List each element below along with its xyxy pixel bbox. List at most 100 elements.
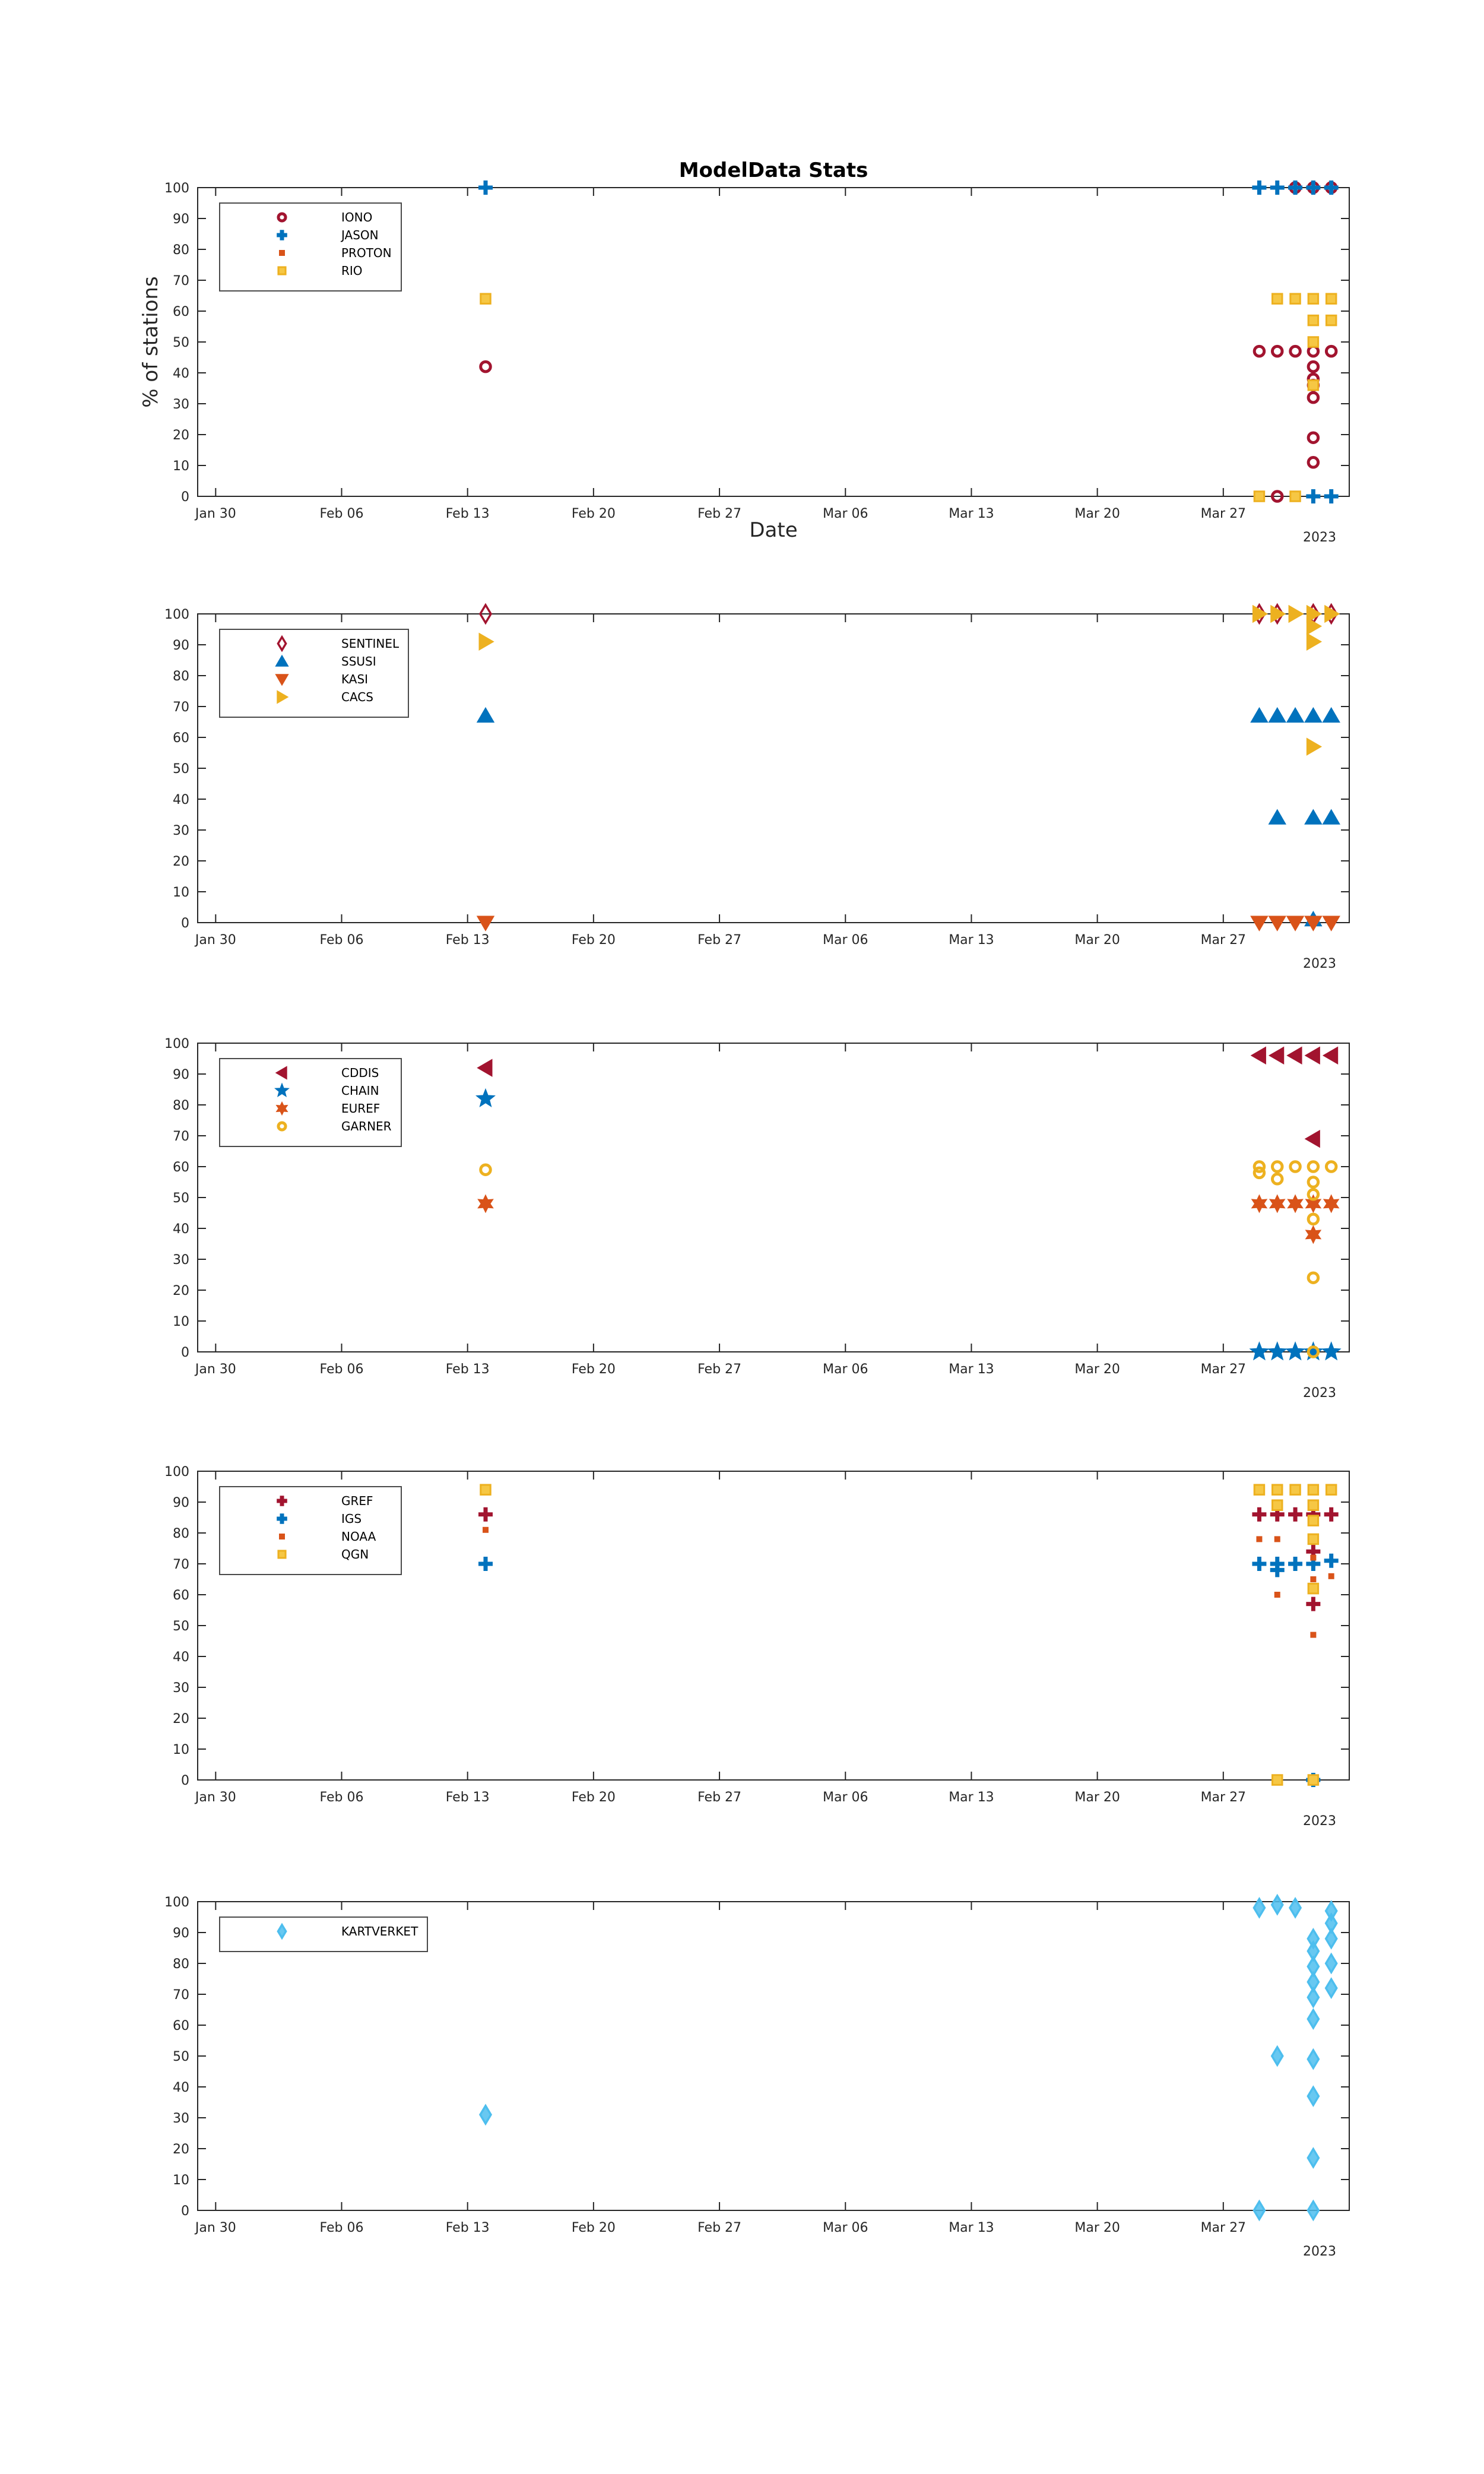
point-chain: [1285, 1341, 1306, 1361]
x-tick-label: Feb 06: [320, 1790, 364, 1805]
y-axis-label: % of stations: [139, 276, 163, 407]
point-jason: [1324, 180, 1339, 195]
point-ssusi: [1322, 707, 1340, 723]
legend-marker-kasi: [275, 674, 289, 686]
point-euref: [477, 1194, 494, 1214]
y-tick-label: 90: [173, 212, 189, 227]
point-qgn: [1253, 1484, 1266, 1496]
point-cacs: [1306, 737, 1323, 756]
x-tick-label: Jan 30: [194, 1790, 236, 1805]
point-iono: [1289, 344, 1302, 358]
x-tick-label: Mar 27: [1201, 1362, 1247, 1377]
y-tick-label: 100: [164, 607, 189, 622]
legend-marker-cacs: [277, 690, 289, 704]
x-tick-label: Mar 20: [1074, 2220, 1120, 2235]
point-kasi: [476, 916, 495, 932]
point-qgn: [1271, 1484, 1283, 1496]
x-tick-label: Feb 20: [572, 1362, 616, 1377]
legend: [219, 1486, 402, 1575]
y-tick-label: 50: [173, 762, 189, 777]
point-garner: [1271, 1160, 1284, 1173]
panel-4: 0 10 20 30 40 50 60 70 80 90 100 Jan 30 Feb 06 Feb 13…: [164, 1465, 1350, 1829]
point-kartverket: [1307, 2147, 1320, 2169]
point-cacs: [1270, 604, 1286, 623]
point-cacs: [478, 632, 494, 651]
point-noaa: [1310, 1554, 1317, 1561]
legend-label-sentinel: SENTINEL: [341, 636, 399, 651]
y-tick-label: 70: [173, 1557, 189, 1572]
point-iono: [1307, 456, 1320, 469]
point-igs: [1324, 1553, 1339, 1568]
point-garner: [1289, 1160, 1302, 1173]
x-tick-label: Feb 06: [320, 2220, 364, 2235]
point-cacs: [1288, 604, 1304, 623]
point-sentinel: [478, 603, 493, 625]
point-kartverket: [1307, 2199, 1320, 2222]
x-tick-label: Jan 30: [194, 933, 236, 948]
x-tick-label: Feb 20: [572, 1790, 616, 1805]
panel-1: ModelData Stats 0 10 20 30 40 50 60 70 80 90 100 Jan…: [139, 159, 1350, 545]
x-tick-label: Feb 13: [446, 506, 490, 521]
x-tick-label: Feb 27: [697, 1362, 741, 1377]
legend-label-proton: PROTON: [341, 246, 392, 260]
point-cacs: [1252, 604, 1269, 623]
legend-label-jason: JASON: [340, 228, 379, 242]
point-rio: [1325, 293, 1337, 305]
legend-marker-garner: [277, 1121, 287, 1132]
y-tick-label: 100: [164, 1895, 189, 1910]
point-iono: [1271, 344, 1284, 358]
point-chain: [1321, 1341, 1342, 1361]
point-ssusi: [1250, 707, 1269, 723]
point-jason: [1324, 489, 1339, 503]
point-kartverket: [1307, 2048, 1320, 2070]
legend-marker-rio: [277, 266, 287, 275]
point-kartverket: [1307, 1940, 1320, 1962]
x-year-label: 2023: [1303, 530, 1336, 545]
y-tick-label: 80: [173, 1526, 189, 1541]
legend-label-kasi: KASI: [341, 672, 368, 686]
point-iono: [1252, 344, 1266, 358]
panel-3: 0 10 20 30 40 50 60 70 80 90 100 Jan 30 Feb 06 Feb 13…: [164, 1037, 1350, 1401]
point-noaa: [1256, 1536, 1263, 1542]
point-iono: [1307, 391, 1320, 404]
point-euref: [1251, 1194, 1268, 1214]
point-kartverket: [1307, 1927, 1320, 1950]
legend-marker-jason: [277, 230, 287, 240]
legend-marker-chain: [274, 1082, 290, 1098]
point-iono: [1307, 344, 1320, 358]
y-tick-label: 20: [173, 428, 189, 443]
x-tick-label: Jan 30: [194, 506, 236, 521]
point-noaa: [1274, 1536, 1280, 1542]
point-chain: [1249, 1341, 1270, 1361]
point-garner: [1307, 1188, 1320, 1201]
point-jason: [1252, 180, 1267, 195]
point-rio: [1307, 293, 1320, 305]
legend-marker-noaa: [279, 1534, 285, 1539]
legend-label-iono: IONO: [341, 210, 372, 224]
y-tick-label: 10: [173, 459, 189, 474]
y-tick-label: 20: [173, 1712, 189, 1727]
legend-marker-qgn: [277, 1550, 287, 1559]
panel-5: 0 10 20 30 40 50 60 70 80 90 100 Jan 30 Feb 06 Feb 13…: [164, 1893, 1350, 2259]
point-iono: [1324, 344, 1338, 358]
y-tick-label: 70: [173, 1129, 189, 1144]
point-noaa: [1310, 1576, 1317, 1582]
y-tick-label: 70: [173, 700, 189, 715]
point-qgn: [1307, 1774, 1320, 1786]
data-points: [475, 1046, 1342, 1361]
y-tick-label: 80: [173, 1098, 189, 1113]
point-garner: [1307, 1271, 1320, 1284]
panel-2: 0 10 20 30 40 50 60 70 80 90 100 Jan 30 Feb 06 Feb 13…: [164, 603, 1350, 971]
point-garner: [1252, 1166, 1266, 1180]
point-cddis: [1250, 1046, 1266, 1065]
y-tick-label: 70: [173, 1988, 189, 2003]
point-kartverket: [1307, 2085, 1320, 2108]
y-tick-label: 30: [173, 823, 189, 838]
x-tick-label: Mar 20: [1074, 506, 1120, 521]
point-iono: [479, 360, 492, 373]
y-tick-label: 50: [173, 2049, 189, 2064]
legend-label-garner: GARNER: [341, 1119, 392, 1133]
y-tick-label: 100: [164, 1465, 189, 1480]
y-tick-label: 20: [173, 854, 189, 869]
x-tick-label: Feb 06: [320, 933, 364, 948]
